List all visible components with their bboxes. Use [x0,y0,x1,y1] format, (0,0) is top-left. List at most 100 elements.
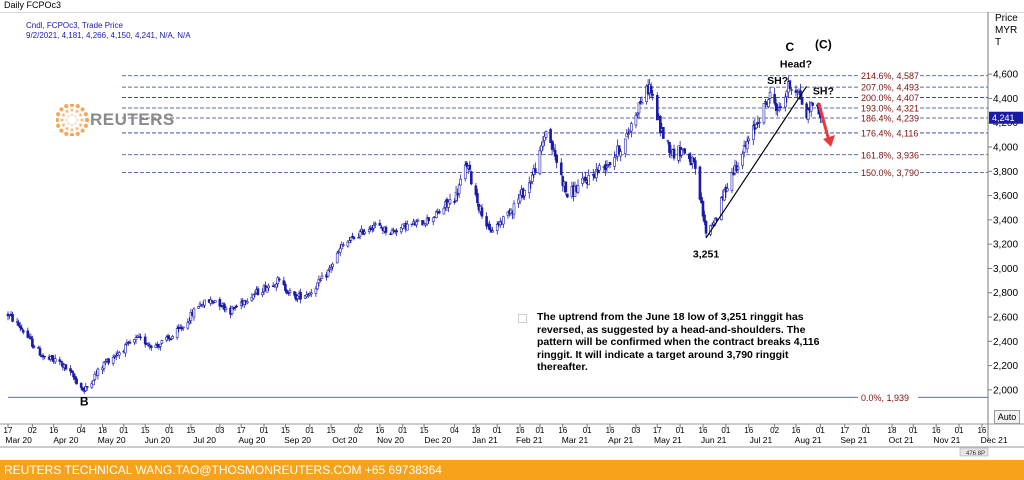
y-axis-header-price: Price [995,13,1018,24]
candle-up [84,386,88,392]
chart-annotation: Head? [780,58,812,70]
candle-up [576,185,580,193]
x-tick-label: 18 [888,426,897,435]
candle-up [245,301,249,304]
candle-down [700,196,703,204]
candle-up [274,283,278,288]
x-month-label: Oct 21 [889,435,914,445]
candle-up [736,166,740,170]
fib-level-label: 214.6%, 4,587 [861,71,919,81]
candle-up [637,102,641,114]
y-tick-label: 4,400 [993,94,1018,105]
x-tick-label: 03 [215,426,224,435]
candle-down [584,177,587,181]
x-month-label: Aug 20 [238,435,265,445]
x-tick-label: 16 [49,426,58,435]
candle-up [317,278,321,284]
candle-up [15,321,19,323]
candle-up [335,252,339,264]
reuters-logo: REUTERS [54,102,174,138]
fib-label-background [858,127,918,138]
x-month-label: Nov 20 [377,435,404,445]
y-tick-label: 3,400 [993,215,1018,226]
x-month-label: Jul 21 [750,435,773,445]
candle-up [96,368,100,376]
x-tick-label: 15 [141,426,150,435]
candle-up [541,141,545,147]
candle-down [18,325,22,328]
logo-dot [65,118,69,122]
candle-up [372,225,376,229]
fib-label-background [858,82,918,93]
candle-up [124,344,127,354]
candle-up [148,344,152,347]
candle-down [474,185,478,195]
candle-up [363,231,366,234]
candle-up [159,343,162,347]
candle-down [378,222,382,226]
note-checkbox[interactable] [518,314,527,323]
candle-up [203,299,206,306]
candle-up [742,144,746,153]
candle-up [636,112,639,115]
candle-up [188,320,191,324]
candle-down [476,193,479,204]
candle-down [285,290,289,294]
logo-dot [56,112,61,117]
x-tick-label: 01 [862,426,871,435]
x-tick-label: 02 [770,426,779,435]
candle-down [555,155,558,163]
candle-up [329,266,333,270]
x-month-label: Sep 20 [284,435,311,445]
logo-dot [65,127,69,131]
candle-down [38,348,42,356]
candle-down [427,217,430,222]
x-month-label: May 21 [654,435,682,445]
candle-up [303,295,307,299]
candle-down [380,226,383,229]
candle-up [93,373,97,380]
candle-down [20,327,24,330]
candle-up [309,292,313,295]
candle-up [758,121,761,124]
candle-up [552,148,555,150]
auto-scale-button[interactable]: Auto [994,410,1020,424]
candle-up [619,151,622,157]
candle-down [651,93,654,96]
logo-dot [75,104,80,109]
candle-up [502,216,505,225]
logo-dot [61,113,65,117]
x-tick-label: 16 [977,426,986,435]
candle-up [401,223,405,229]
x-tick-label: 16 [744,426,753,435]
candle-down [608,162,612,165]
candle-up [463,164,467,180]
fib-label-background [858,92,918,103]
candle-up [305,294,309,297]
y-tick-label: 3,800 [993,167,1018,178]
candle-down [143,336,147,345]
candle-down [453,201,456,203]
x-month-label: Jun 21 [701,435,727,445]
x-month-label: Dec 20 [424,435,451,445]
candle-up [741,153,744,166]
candle-up [111,357,115,364]
candle-up [538,150,542,175]
candle-down [168,337,171,340]
fib-label-background [858,70,918,81]
logo-dot [56,123,61,128]
candle-down [32,345,36,348]
fib-label-background [858,112,918,123]
logo-dot [69,132,75,138]
candle-up [358,231,362,237]
fib-label-background [858,392,918,403]
logo-dot [80,128,85,133]
candle-up [175,328,179,338]
candle-down [169,338,173,341]
candle-down [37,347,40,349]
candle-up [454,191,458,201]
candle-up [459,178,462,186]
window-title: Daily FCPOc3 [4,0,62,10]
reuters-dot-logo-icon [54,102,90,138]
